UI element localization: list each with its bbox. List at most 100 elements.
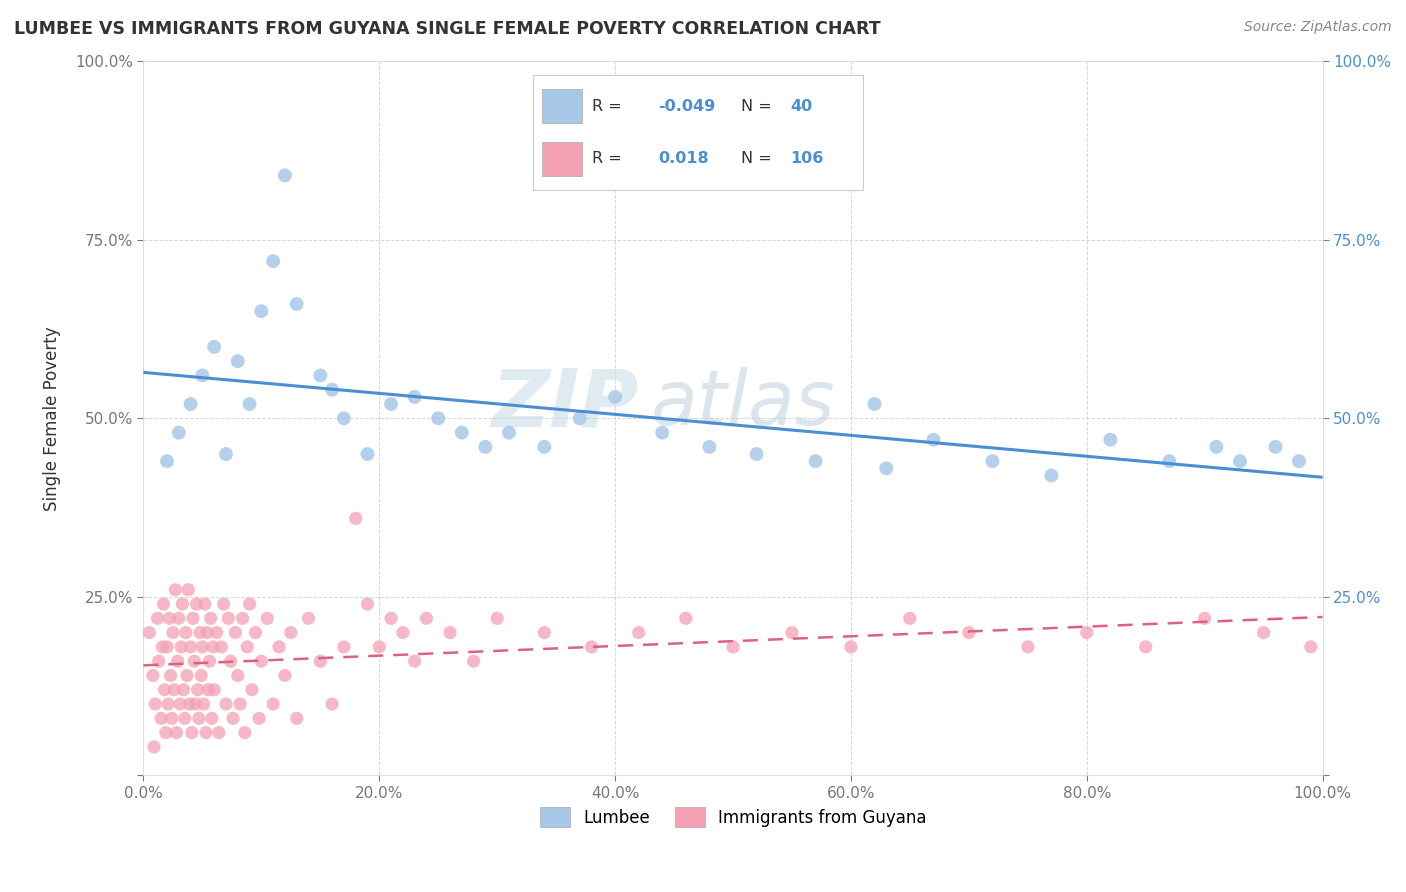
Point — [157, 697, 180, 711]
Point — [333, 640, 356, 654]
Text: atlas: atlas — [651, 367, 835, 441]
Point — [450, 425, 472, 440]
Point — [184, 697, 207, 711]
Y-axis label: Single Female Poverty: Single Female Poverty — [44, 326, 60, 510]
Point — [181, 611, 204, 625]
Point — [256, 611, 278, 625]
Point — [209, 640, 232, 654]
Point — [463, 654, 485, 668]
Point — [201, 711, 224, 725]
Point — [1229, 454, 1251, 468]
Point — [245, 625, 267, 640]
Point — [1288, 454, 1310, 468]
Point — [839, 640, 862, 654]
Text: Source: ZipAtlas.com: Source: ZipAtlas.com — [1244, 20, 1392, 34]
Point — [187, 682, 209, 697]
Point — [180, 640, 202, 654]
Point — [176, 668, 198, 682]
Point — [699, 440, 721, 454]
Point — [138, 625, 160, 640]
Point — [603, 390, 626, 404]
Point — [1299, 640, 1322, 654]
Point — [415, 611, 437, 625]
Point — [267, 640, 290, 654]
Point — [148, 654, 170, 668]
Point — [172, 597, 194, 611]
Point — [153, 682, 176, 697]
Point — [226, 354, 249, 368]
Point — [780, 625, 803, 640]
Point — [156, 454, 179, 468]
Point — [143, 697, 166, 711]
Point — [222, 711, 245, 725]
Point — [191, 640, 214, 654]
Point — [863, 397, 886, 411]
Point — [274, 169, 297, 183]
Point — [170, 640, 193, 654]
Text: ZIP: ZIP — [491, 365, 638, 443]
Point — [197, 682, 219, 697]
Point — [309, 654, 332, 668]
Point — [474, 440, 496, 454]
Point — [533, 625, 555, 640]
Point — [219, 654, 242, 668]
Point — [486, 611, 509, 625]
Point — [179, 697, 201, 711]
Point — [217, 611, 239, 625]
Point — [321, 383, 343, 397]
Point — [262, 254, 284, 268]
Point — [201, 640, 224, 654]
Point — [165, 582, 187, 597]
Point — [1253, 625, 1275, 640]
Point — [155, 725, 177, 739]
Point — [1159, 454, 1181, 468]
Point — [188, 625, 211, 640]
Point — [498, 425, 520, 440]
Point — [285, 297, 308, 311]
Point — [159, 668, 181, 682]
Point — [173, 682, 195, 697]
Point — [238, 397, 260, 411]
Point — [274, 668, 297, 682]
Point — [1099, 433, 1122, 447]
Point — [224, 625, 246, 640]
Point — [150, 640, 173, 654]
Point — [1205, 440, 1227, 454]
Point — [177, 582, 200, 597]
Point — [146, 611, 169, 625]
Point — [439, 625, 461, 640]
Point — [157, 611, 180, 625]
Point — [380, 397, 402, 411]
Point — [651, 425, 673, 440]
Point — [198, 654, 221, 668]
Point — [1017, 640, 1039, 654]
Point — [194, 597, 217, 611]
Point — [285, 711, 308, 725]
Point — [160, 711, 183, 725]
Point — [247, 711, 270, 725]
Point — [957, 625, 980, 640]
Point — [152, 597, 174, 611]
Point — [309, 368, 332, 383]
Point — [156, 640, 179, 654]
Point — [229, 697, 252, 711]
Point — [226, 668, 249, 682]
Point — [191, 368, 214, 383]
Point — [180, 725, 202, 739]
Point — [675, 611, 697, 625]
Point — [392, 625, 415, 640]
Point — [427, 411, 450, 425]
Point — [174, 625, 197, 640]
Point — [321, 697, 343, 711]
Point — [180, 397, 202, 411]
Point — [981, 454, 1004, 468]
Point — [142, 668, 165, 682]
Point — [250, 304, 273, 318]
Point — [236, 640, 259, 654]
Point — [150, 711, 173, 725]
Point — [898, 611, 921, 625]
Point — [280, 625, 302, 640]
Point — [1076, 625, 1098, 640]
Point — [183, 654, 205, 668]
Text: LUMBEE VS IMMIGRANTS FROM GUYANA SINGLE FEMALE POVERTY CORRELATION CHART: LUMBEE VS IMMIGRANTS FROM GUYANA SINGLE … — [14, 20, 880, 37]
